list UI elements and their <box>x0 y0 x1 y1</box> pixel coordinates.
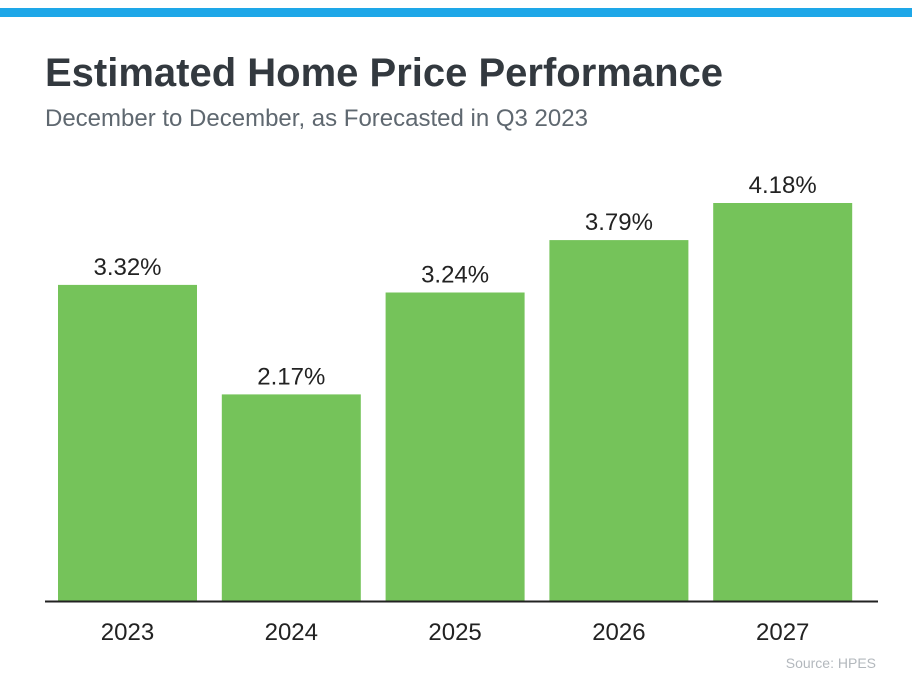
data-label-2023: 3.32% <box>93 254 161 281</box>
x-tick-label-2027: 2027 <box>756 619 809 646</box>
bar-2026 <box>549 240 689 601</box>
chart-title: Estimated Home Price Performance <box>45 51 724 95</box>
bar-2023 <box>58 284 197 601</box>
x-tick-label-2025: 2025 <box>428 619 481 646</box>
x-tick-label-2024: 2024 <box>265 619 318 646</box>
data-label-2024: 2.17% <box>257 363 325 390</box>
x-tick-label-2023: 2023 <box>101 619 154 646</box>
bar-2025 <box>385 292 525 601</box>
bar-2024 <box>221 394 361 601</box>
data-label-2025: 3.24% <box>421 262 489 289</box>
top-accent-bar <box>0 8 912 17</box>
chart-subtitle: December to December, as Forecasted in Q… <box>45 105 588 132</box>
data-label-2026: 3.79% <box>585 209 653 236</box>
data-label-2027: 4.18% <box>749 172 817 199</box>
source-note: Source: HPES <box>785 655 876 671</box>
bar-2027 <box>713 203 853 601</box>
x-tick-label-2026: 2026 <box>592 619 645 646</box>
